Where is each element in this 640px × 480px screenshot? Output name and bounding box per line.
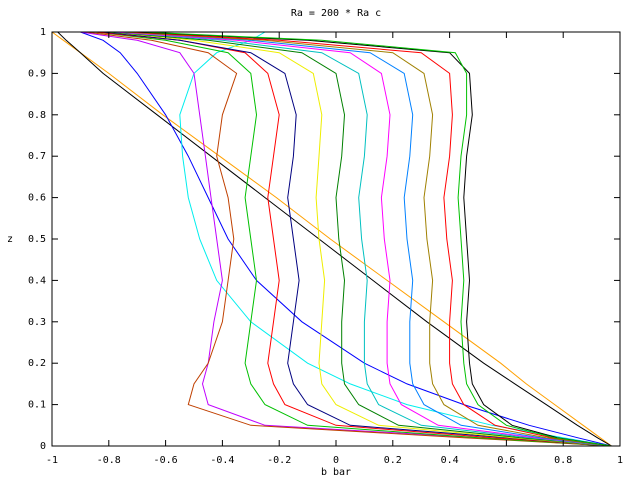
data-line <box>86 31 612 447</box>
y-tick-label: 0.5 <box>28 234 46 245</box>
data-line <box>94 31 612 447</box>
data-line <box>80 31 612 447</box>
data-line <box>114 31 612 447</box>
x-tick-label: -0.4 <box>210 455 234 466</box>
x-tick-label: 0.4 <box>441 455 459 466</box>
x-tick-label: 0 <box>333 455 339 466</box>
x-tick-label: 0.8 <box>554 455 572 466</box>
data-line <box>57 31 612 447</box>
data-line <box>122 31 612 447</box>
x-tick-label: -0.2 <box>267 455 291 466</box>
y-tick-label: 0.4 <box>28 275 46 286</box>
x-tick-label: 0.6 <box>497 455 515 466</box>
data-line <box>94 31 612 447</box>
y-tick-label: 0 <box>40 441 46 452</box>
y-axis-label: z <box>7 234 13 245</box>
y-tick-label: 0.8 <box>28 110 46 121</box>
x-tick-label: 1 <box>617 455 623 466</box>
data-line <box>142 31 612 447</box>
chart-title: Ra = 200 * Ra c <box>291 8 381 19</box>
y-tick-label: 0.6 <box>28 193 46 204</box>
y-tick-label: 0.1 <box>28 400 46 411</box>
data-line <box>137 31 612 447</box>
data-line <box>108 31 612 447</box>
x-tick-label: -0.6 <box>154 455 178 466</box>
y-tick-label: 0.7 <box>28 151 46 162</box>
data-line <box>108 31 612 447</box>
y-tick-label: 0.9 <box>28 68 46 79</box>
y-tick-label: 0.3 <box>28 317 46 328</box>
data-line <box>122 31 612 447</box>
x-tick-label: -1 <box>46 455 58 466</box>
x-tick-label: 0.2 <box>384 455 402 466</box>
data-line <box>80 31 612 447</box>
y-tick-label: 1 <box>40 27 46 38</box>
data-line <box>103 31 612 447</box>
data-line <box>179 31 612 447</box>
data-line <box>114 31 612 447</box>
x-tick-label: -0.8 <box>97 455 121 466</box>
x-axis-label: b bar <box>321 467 351 478</box>
y-tick-label: 0.2 <box>28 358 46 369</box>
data-line <box>51 31 612 447</box>
data-line <box>131 31 612 447</box>
